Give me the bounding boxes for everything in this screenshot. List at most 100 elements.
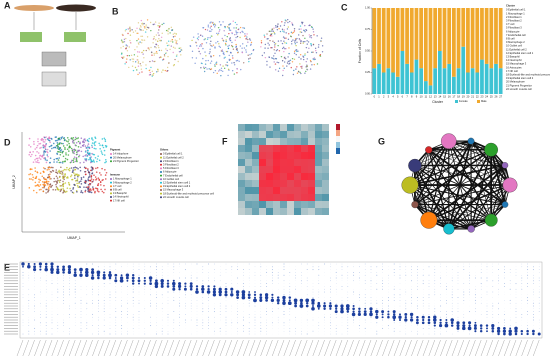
umap-point: [49, 150, 51, 152]
dot: [382, 320, 383, 321]
dot: [255, 267, 256, 268]
column-label: [237, 340, 243, 356]
dot: [410, 318, 413, 321]
umap-point: [129, 40, 130, 41]
umap-point: [53, 170, 55, 172]
umap-point: [282, 65, 283, 66]
dot: [330, 278, 331, 279]
dot: [516, 275, 517, 276]
dot: [92, 317, 93, 318]
dot: [434, 328, 435, 329]
dot: [127, 272, 128, 273]
umap-point: [200, 34, 201, 35]
dot: [527, 311, 528, 312]
umap-point: [82, 141, 84, 143]
dot: [208, 278, 209, 279]
umap-point: [30, 168, 32, 170]
dot: [348, 275, 349, 276]
umap-point: [34, 148, 36, 150]
bar-segment: [415, 60, 419, 94]
dot: [522, 275, 523, 276]
umap-point: [104, 189, 106, 191]
heatmap-cell: [322, 152, 329, 159]
umap-point: [72, 142, 74, 144]
umap-point: [222, 21, 223, 22]
umap-point: [195, 42, 196, 43]
umap-point: [43, 147, 45, 149]
dot: [371, 289, 372, 290]
dot: [185, 297, 186, 298]
umap-point: [105, 140, 107, 142]
dot: [185, 320, 186, 321]
dot: [492, 292, 493, 293]
dot: [249, 314, 250, 315]
dot: [179, 264, 180, 265]
umap-point: [287, 28, 288, 29]
heatmap-cell: [294, 166, 301, 173]
umap-point: [73, 184, 75, 186]
umap-point: [284, 37, 285, 38]
bar-segment: [391, 8, 395, 73]
umap-point: [133, 59, 134, 60]
dot: [498, 308, 499, 309]
dot: [243, 320, 244, 321]
dot: [526, 330, 529, 333]
dot: [98, 292, 99, 293]
legend-swatch: [160, 153, 162, 155]
legend-label: 8 B cell: [113, 187, 122, 191]
umap-point: [225, 43, 226, 44]
dot: [91, 276, 94, 279]
umap-point: [313, 34, 314, 35]
umap-point: [96, 171, 98, 173]
dot: [168, 334, 169, 335]
dot: [81, 300, 82, 301]
heatmap-cell: [301, 173, 308, 180]
dot: [410, 313, 413, 316]
dot: [220, 311, 221, 312]
umap-point: [320, 40, 321, 41]
column-label: [382, 340, 388, 356]
dot: [353, 317, 354, 318]
dot: [417, 297, 418, 298]
dot: [255, 320, 256, 321]
dot: [179, 325, 180, 326]
dot: [214, 322, 215, 323]
dot: [452, 308, 453, 309]
dot: [81, 317, 82, 318]
heatmap-cell: [266, 180, 273, 187]
umap-point: [236, 32, 237, 33]
dot: [533, 275, 534, 276]
dot: [197, 280, 198, 281]
dot: [237, 317, 238, 318]
dot: [353, 267, 354, 268]
dot: [411, 289, 412, 290]
dot: [272, 303, 273, 304]
dot: [272, 275, 273, 276]
bar-segment: [499, 8, 503, 68]
umap-point: [317, 63, 318, 64]
dot: [168, 264, 169, 265]
umap-point: [294, 28, 295, 29]
dot: [376, 283, 377, 284]
cluster-name: 5 Fibroblast 3: [506, 26, 522, 30]
dot: [376, 322, 377, 323]
dot: [289, 294, 290, 295]
umap-point: [190, 45, 191, 46]
umap-point: [158, 35, 159, 36]
dot: [347, 314, 348, 315]
dot: [387, 316, 390, 319]
umap-point: [99, 172, 101, 174]
dot: [342, 334, 343, 335]
umap-point: [237, 36, 238, 37]
dot: [393, 319, 395, 321]
umap-point: [283, 47, 284, 48]
dot: [98, 306, 99, 307]
umap-point: [209, 53, 210, 54]
umap-point: [310, 35, 311, 36]
umap-point: [282, 29, 283, 30]
dot: [110, 281, 111, 282]
dot: [34, 320, 35, 321]
dot: [370, 310, 373, 313]
dot: [400, 289, 401, 290]
bar-segment: [391, 73, 395, 95]
